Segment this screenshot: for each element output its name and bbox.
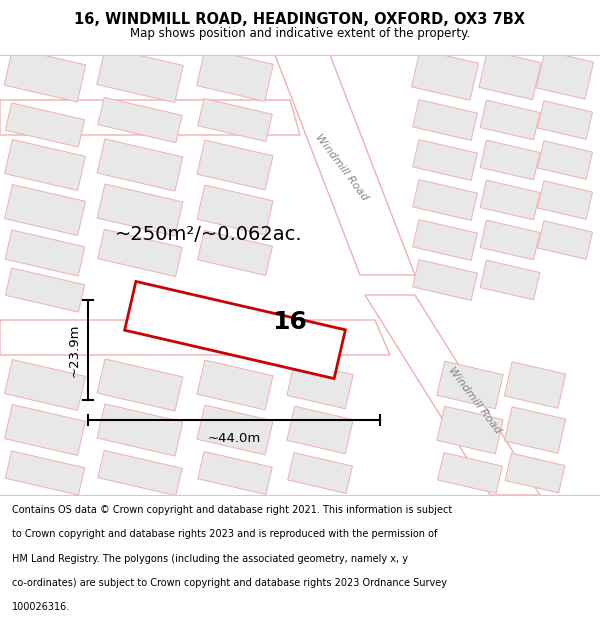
Polygon shape	[538, 101, 593, 139]
Polygon shape	[98, 98, 182, 142]
Polygon shape	[197, 231, 272, 276]
Text: 16: 16	[272, 310, 307, 334]
Polygon shape	[437, 452, 502, 493]
Polygon shape	[365, 295, 540, 495]
Polygon shape	[5, 451, 85, 495]
Polygon shape	[97, 404, 183, 456]
Polygon shape	[0, 320, 390, 355]
Polygon shape	[287, 361, 353, 409]
Polygon shape	[413, 99, 478, 141]
Polygon shape	[505, 453, 565, 493]
Polygon shape	[125, 281, 346, 379]
Polygon shape	[437, 406, 503, 454]
Text: to Crown copyright and database rights 2023 and is reproduced with the permissio: to Crown copyright and database rights 2…	[12, 529, 437, 539]
Polygon shape	[437, 361, 503, 409]
Polygon shape	[480, 220, 540, 260]
Polygon shape	[504, 407, 566, 453]
Polygon shape	[4, 48, 86, 102]
Polygon shape	[480, 140, 540, 180]
Polygon shape	[97, 48, 183, 102]
Polygon shape	[97, 139, 183, 191]
Polygon shape	[287, 406, 353, 454]
Polygon shape	[5, 139, 85, 191]
Text: Contains OS data © Crown copyright and database right 2021. This information is : Contains OS data © Crown copyright and d…	[12, 506, 452, 516]
Text: ~23.9m: ~23.9m	[68, 323, 81, 377]
Polygon shape	[0, 100, 300, 135]
Polygon shape	[480, 180, 540, 220]
Text: Map shows position and indicative extent of the property.: Map shows position and indicative extent…	[130, 27, 470, 39]
Polygon shape	[97, 184, 183, 236]
Polygon shape	[5, 359, 85, 411]
Polygon shape	[275, 55, 415, 275]
Polygon shape	[538, 181, 593, 219]
Polygon shape	[198, 99, 272, 141]
Polygon shape	[480, 100, 540, 140]
Text: 16, WINDMILL ROAD, HEADINGTON, OXFORD, OX3 7BX: 16, WINDMILL ROAD, HEADINGTON, OXFORD, O…	[74, 12, 526, 27]
Polygon shape	[5, 404, 85, 456]
Polygon shape	[5, 103, 85, 147]
Polygon shape	[413, 139, 478, 181]
Polygon shape	[198, 451, 272, 494]
Text: ~250m²/~0.062ac.: ~250m²/~0.062ac.	[115, 226, 302, 244]
Polygon shape	[538, 141, 593, 179]
Text: ~44.0m: ~44.0m	[208, 432, 260, 445]
Polygon shape	[480, 260, 540, 300]
Polygon shape	[413, 219, 478, 261]
Text: HM Land Registry. The polygons (including the associated geometry, namely x, y: HM Land Registry. The polygons (includin…	[12, 554, 408, 564]
Polygon shape	[98, 229, 182, 277]
Polygon shape	[504, 362, 566, 408]
Polygon shape	[197, 49, 274, 101]
Polygon shape	[5, 268, 85, 312]
Polygon shape	[197, 140, 273, 190]
Text: 100026316.: 100026316.	[12, 602, 70, 612]
Polygon shape	[197, 360, 273, 410]
Polygon shape	[536, 51, 593, 99]
Polygon shape	[412, 50, 479, 100]
Text: Windmill Road: Windmill Road	[314, 132, 370, 202]
Polygon shape	[5, 184, 85, 236]
Text: co-ordinates) are subject to Crown copyright and database rights 2023 Ordnance S: co-ordinates) are subject to Crown copyr…	[12, 578, 447, 587]
Text: Windmill Road: Windmill Road	[447, 365, 503, 435]
Polygon shape	[197, 405, 273, 455]
Polygon shape	[413, 179, 478, 221]
Polygon shape	[413, 259, 478, 301]
Polygon shape	[5, 230, 85, 276]
Polygon shape	[538, 221, 593, 259]
Polygon shape	[98, 451, 182, 496]
Polygon shape	[97, 359, 183, 411]
Polygon shape	[479, 50, 541, 100]
Polygon shape	[197, 185, 273, 235]
Polygon shape	[287, 452, 352, 493]
